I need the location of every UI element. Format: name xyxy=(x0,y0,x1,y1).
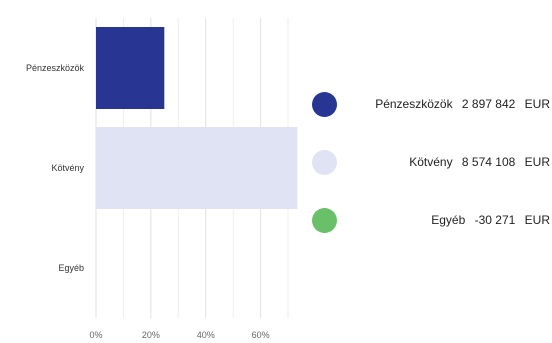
category-label: Kötvény xyxy=(51,163,84,173)
category-label: Pénzeszközök xyxy=(26,63,85,73)
category-labels: Pénzeszközök Kötvény Egyéb xyxy=(26,63,85,273)
x-tick-label: 20% xyxy=(142,330,160,340)
legend-name: Pénzeszközök xyxy=(375,97,453,111)
x-tick-label: 40% xyxy=(197,330,215,340)
legend: Pénzeszközök 2 897 842 EUR Kötvény 8 574… xyxy=(312,90,552,264)
x-tick-label: 60% xyxy=(252,330,270,340)
bars xyxy=(96,27,298,209)
legend-dot-egyeb xyxy=(312,207,337,233)
legend-name: Kötvény xyxy=(409,155,453,169)
legend-item-egyeb: Egyéb -30 271 EUR xyxy=(312,206,552,234)
legend-amount: -30 271 xyxy=(474,213,516,227)
legend-text: Pénzeszközök 2 897 842 EUR xyxy=(337,97,552,111)
legend-unit: EUR xyxy=(524,155,550,169)
legend-item-kotveny: Kötvény 8 574 108 EUR xyxy=(312,148,552,176)
bar-1 xyxy=(96,127,298,209)
bar-0 xyxy=(96,27,165,109)
category-label: Egyéb xyxy=(58,263,84,273)
legend-dot-kotveny xyxy=(312,149,337,175)
legend-text: Egyéb -30 271 EUR xyxy=(337,213,552,227)
legend-unit: EUR xyxy=(524,213,550,227)
legend-amount: 2 897 842 xyxy=(461,97,516,111)
x-tick-labels: 0% 20% 40% 60% xyxy=(89,330,269,340)
legend-unit: EUR xyxy=(524,97,550,111)
allocation-bar-chart: Pénzeszközök Kötvény Egyéb 0% 20% 40% 60% xyxy=(26,18,298,340)
legend-text: Kötvény 8 574 108 EUR xyxy=(337,155,552,169)
legend-name: Egyéb xyxy=(431,213,466,227)
legend-amount: 8 574 108 xyxy=(461,155,516,169)
legend-item-penzeszkozok: Pénzeszközök 2 897 842 EUR xyxy=(312,90,552,118)
legend-dot-penzeszkozok xyxy=(312,91,337,117)
x-tick-label: 0% xyxy=(89,330,102,340)
